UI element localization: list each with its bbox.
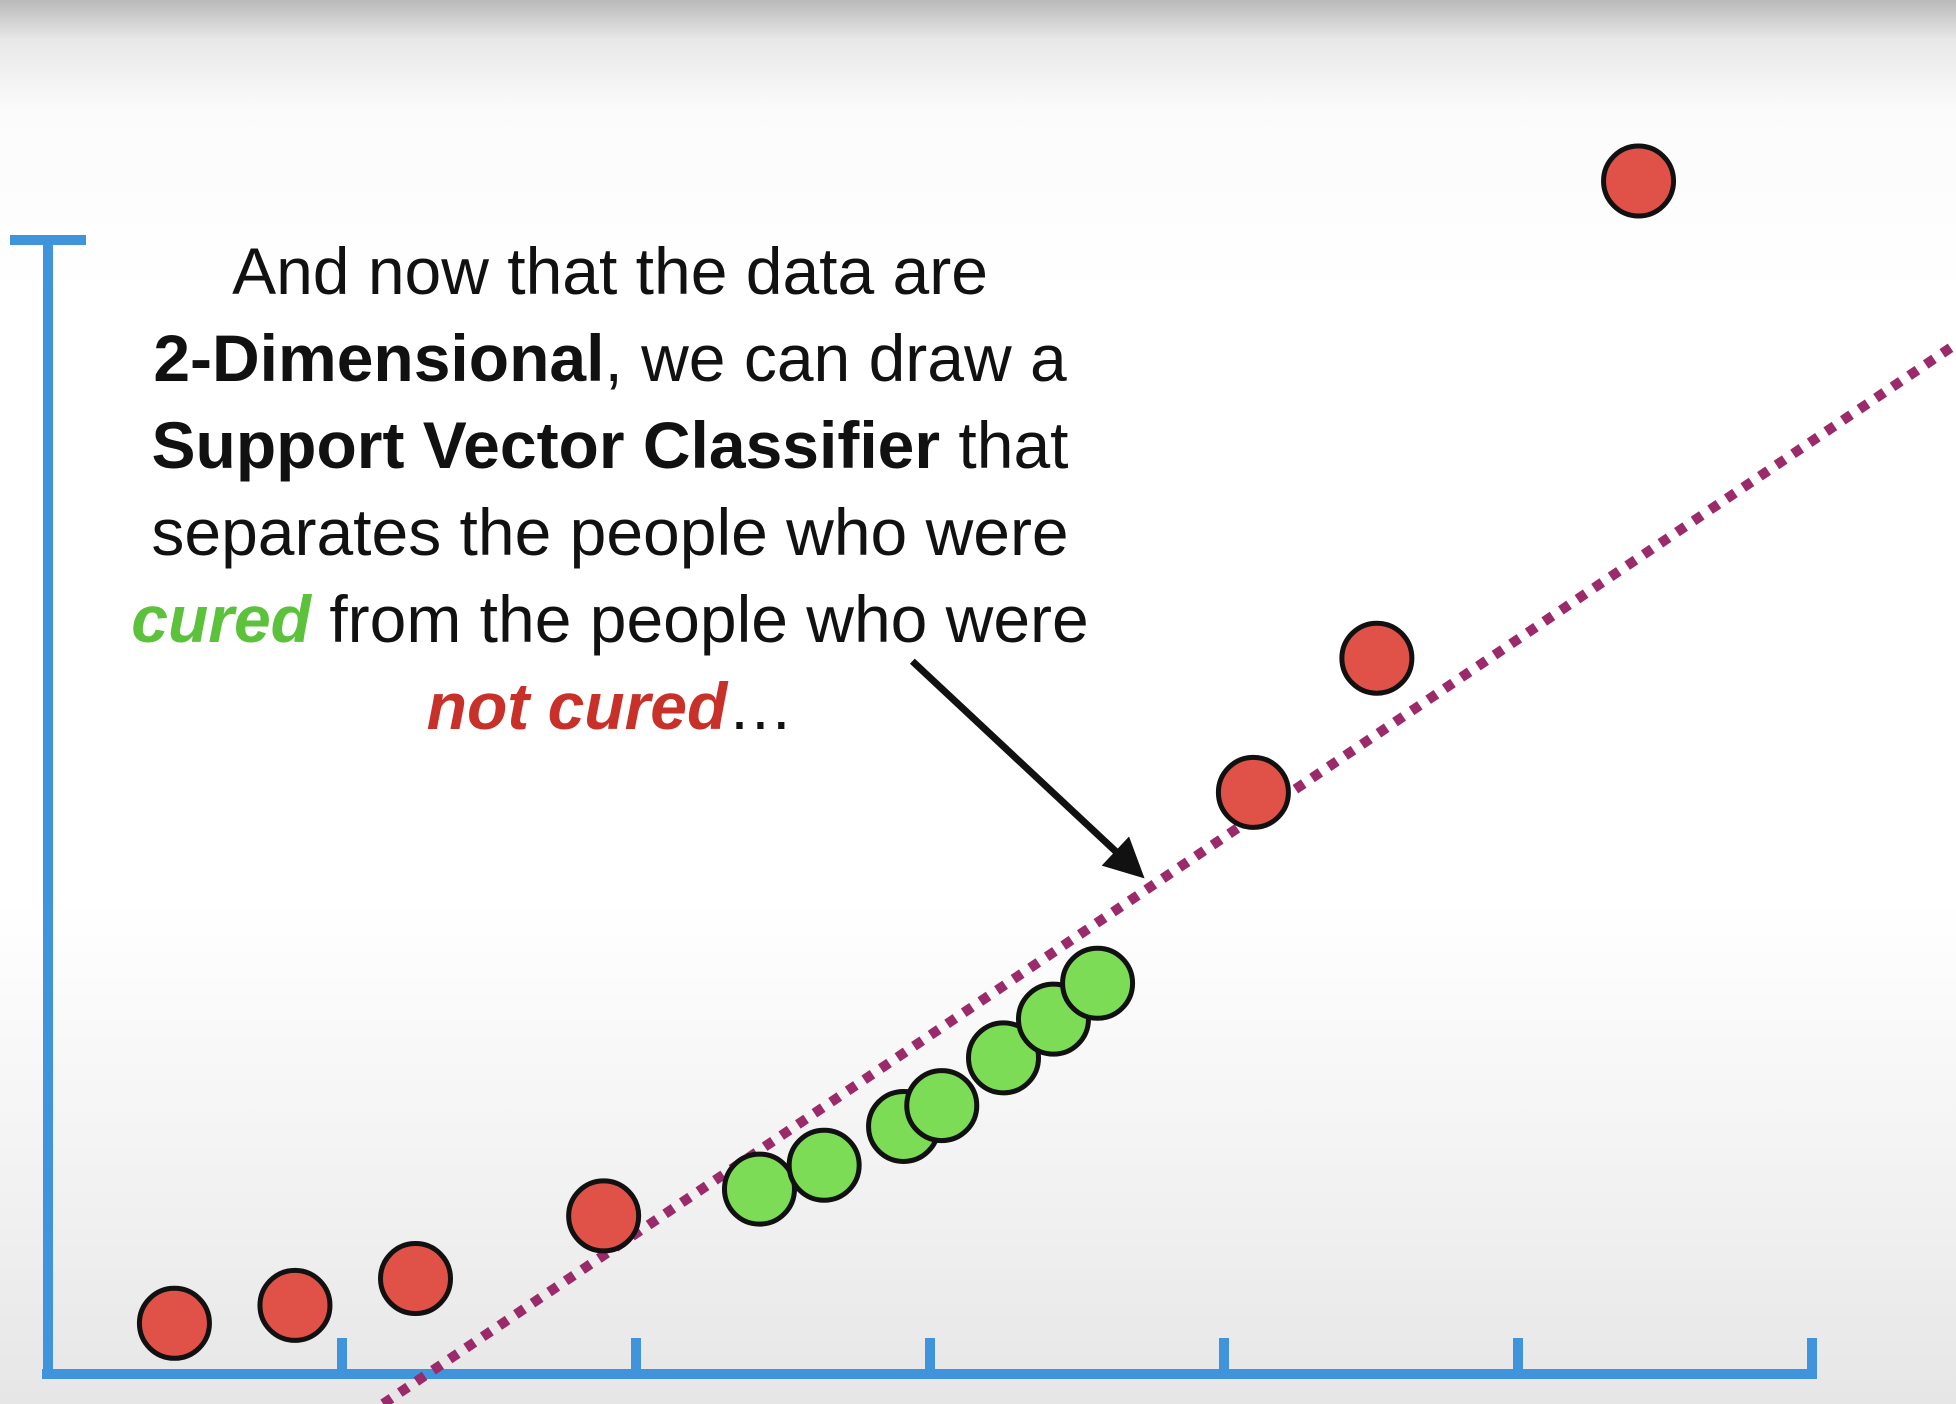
- caption-line-5-rest: from the people who were: [310, 582, 1089, 656]
- caption-line-2-rest: , we can draw a: [604, 321, 1067, 395]
- caption-cured-word: cured: [131, 582, 311, 656]
- caption-line-4: separates the people who were: [151, 495, 1069, 569]
- caption-line-6-rest: …: [727, 669, 794, 743]
- classifier-layer: [380, 338, 1956, 1404]
- caption-not-cured-word: not cured: [426, 669, 728, 743]
- caption-line-5: cured from the people who were: [60, 576, 1160, 663]
- annotation-layer: [909, 658, 1145, 879]
- not-cured-point-0: [136, 1285, 212, 1361]
- caption-line-3: Support Vector Classifier that: [60, 402, 1160, 489]
- caption-line-6: not cured…: [60, 663, 1160, 750]
- caption-bold-2d: 2-Dimensional: [153, 321, 605, 395]
- not-cured-point-3: [566, 1178, 642, 1254]
- not-cured-point-5: [1339, 620, 1415, 696]
- cured-point-0: [721, 1151, 797, 1227]
- not-cured-point-6: [1601, 143, 1677, 219]
- axes: [10, 235, 1817, 1379]
- not-cured-point-1: [257, 1267, 333, 1343]
- not-cured-point-2: [378, 1241, 453, 1317]
- caption-line-2: 2-Dimensional, we can draw a: [60, 315, 1160, 402]
- caption-text: And now that the data are 2-Dimensional,…: [60, 228, 1160, 750]
- caption-bold-svc: Support Vector Classifier: [151, 408, 941, 482]
- points-layer: [136, 143, 1677, 1361]
- caption-line-1: And now that the data are: [232, 234, 988, 308]
- support-vector-classifier-line: [380, 338, 1956, 1404]
- annotation-arrow: [909, 658, 1145, 879]
- cured-point-6: [1060, 945, 1136, 1021]
- caption-line-3-rest: that: [940, 408, 1069, 482]
- cured-point-1: [786, 1127, 862, 1203]
- cured-point-3: [904, 1068, 980, 1144]
- not-cured-point-4: [1215, 754, 1291, 830]
- cured-point-4: [966, 1020, 1041, 1096]
